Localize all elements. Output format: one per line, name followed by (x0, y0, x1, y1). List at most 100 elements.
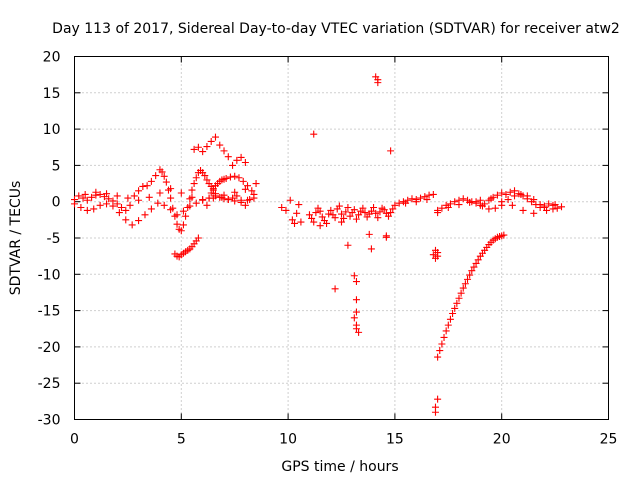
data-point (250, 194, 258, 202)
data-point (340, 214, 348, 222)
data-point (177, 189, 185, 197)
data-point (105, 195, 113, 203)
data-point (487, 195, 495, 203)
data-point (241, 201, 249, 209)
data-point (205, 194, 213, 202)
data-point (207, 189, 215, 197)
data-point (167, 194, 175, 202)
data-point (380, 206, 388, 214)
data-point (549, 205, 557, 213)
data-point (438, 204, 446, 212)
data-point (344, 204, 352, 212)
data-point (408, 195, 416, 203)
data-point (220, 147, 228, 155)
data-point (504, 196, 512, 204)
data-point (173, 220, 181, 228)
data-point (444, 321, 452, 329)
data-point (323, 219, 331, 227)
data-point (71, 200, 78, 208)
data-point (316, 222, 324, 230)
x-tick-label: 10 (279, 432, 297, 448)
data-point (310, 218, 318, 226)
data-point (551, 201, 559, 209)
data-point (239, 177, 247, 185)
data-point (387, 209, 395, 217)
data-point (179, 221, 187, 229)
data-point (122, 206, 130, 214)
data-point (316, 207, 324, 215)
data-point (338, 210, 345, 218)
data-point (434, 209, 442, 217)
data-point (436, 347, 444, 355)
data-point (451, 304, 459, 312)
data-point (103, 200, 111, 208)
data-point (173, 211, 181, 219)
y-tick-label: 15 (43, 86, 61, 102)
data-point (355, 211, 363, 219)
data-point (113, 200, 121, 208)
data-point (293, 209, 301, 217)
data-point (190, 145, 198, 153)
data-point (461, 280, 469, 288)
data-point (156, 189, 164, 197)
data-point (79, 194, 87, 202)
data-point (485, 205, 493, 213)
y-tick-label: 10 (43, 122, 61, 138)
data-point (305, 211, 313, 219)
data-point (391, 201, 399, 209)
data-point (96, 201, 104, 209)
data-point (344, 241, 352, 249)
data-point (523, 192, 531, 200)
data-point (455, 294, 463, 302)
data-point (530, 209, 538, 217)
data-point (517, 190, 525, 198)
data-point (374, 214, 382, 222)
data-point (382, 233, 390, 241)
data-point (365, 230, 373, 238)
data-point (451, 198, 459, 206)
data-point (429, 251, 437, 259)
x-tick-label: 20 (493, 432, 511, 448)
data-point (182, 212, 190, 220)
data-point (128, 221, 136, 229)
data-point (361, 209, 369, 217)
data-point (199, 148, 207, 156)
data-point (160, 172, 168, 180)
data-point (216, 141, 224, 149)
data-point (374, 79, 382, 87)
data-point (233, 156, 241, 164)
data-point (464, 275, 472, 283)
data-point (434, 395, 442, 403)
data-point (96, 190, 104, 198)
data-point (558, 203, 566, 211)
data-point (444, 204, 452, 212)
grid-lines (74, 56, 609, 420)
data-point (224, 196, 232, 204)
data-point (498, 201, 506, 209)
data-point (244, 182, 252, 190)
data-point (167, 185, 175, 193)
chart-title: Day 113 of 2017, Sidereal Day-to-day VTE… (52, 21, 620, 37)
data-point (434, 252, 442, 260)
data-point (346, 212, 354, 220)
data-point (224, 153, 232, 161)
y-tick-label: -25 (38, 376, 61, 392)
data-point (135, 217, 143, 225)
data-point (203, 201, 211, 209)
data-point (387, 147, 395, 155)
data-point (367, 245, 375, 253)
data-point (459, 195, 467, 203)
data-point (83, 206, 91, 214)
data-point (468, 267, 476, 275)
data-point (417, 194, 425, 202)
data-point (434, 353, 442, 361)
data-point (466, 271, 474, 279)
data-point (226, 173, 234, 181)
data-point (449, 310, 457, 318)
x-tick-labels: 0 5 10 15 20 25 (70, 432, 617, 448)
data-point (308, 214, 316, 222)
data-point (350, 314, 358, 322)
data-point (498, 189, 506, 197)
data-point (162, 178, 170, 186)
data-point (160, 201, 168, 209)
